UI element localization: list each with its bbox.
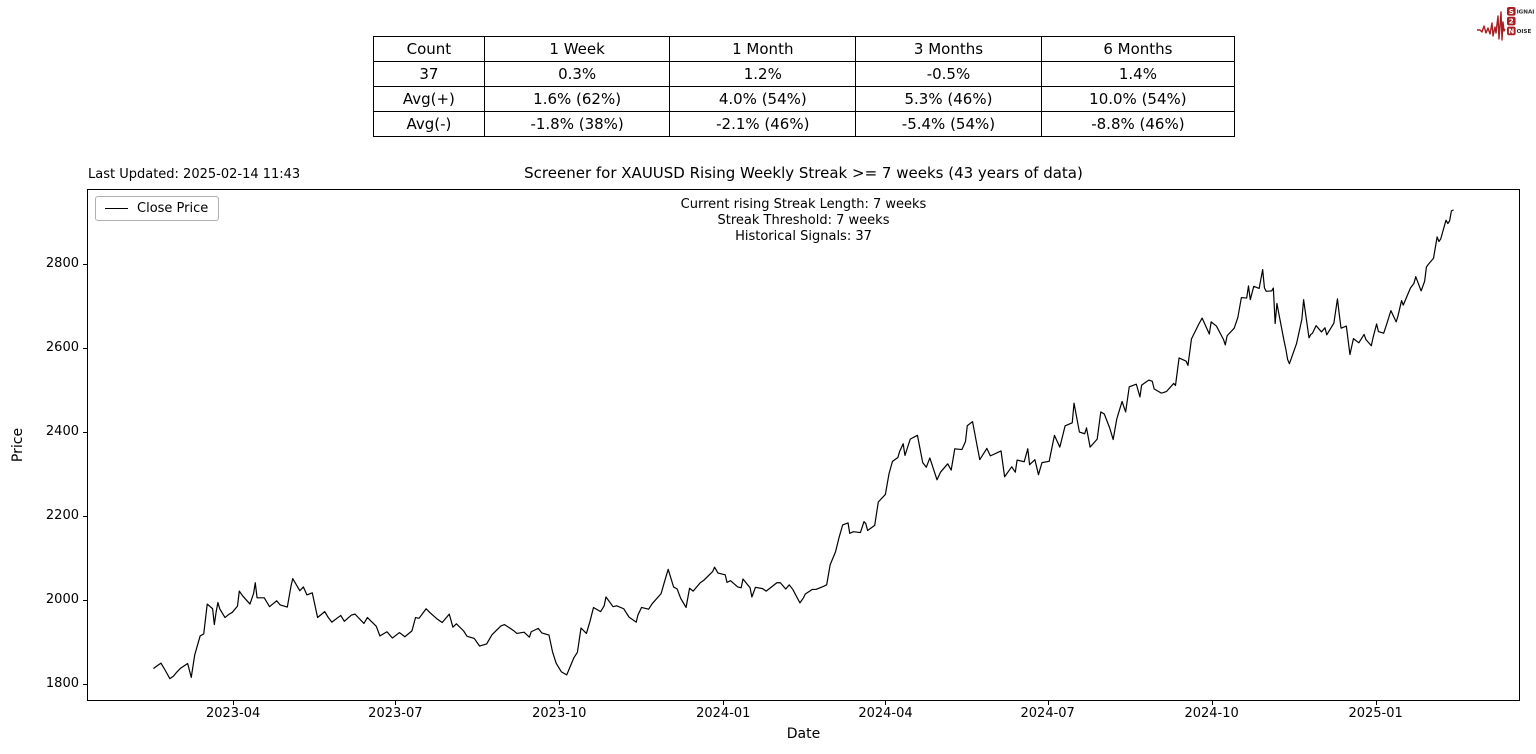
table-cell: 4.0% (54%) (669, 86, 857, 112)
x-tick-mark (723, 701, 725, 705)
last-updated-text: Last Updated: 2025-02-14 11:43 (88, 167, 301, 182)
table-header-cell: Count (373, 36, 485, 62)
legend-line-swatch-icon (105, 208, 128, 209)
y-tick-label: 2200 (45, 508, 79, 524)
price-chart (153, 209, 1454, 680)
x-axis-label: Date (786, 726, 821, 742)
plot-area (87, 189, 1520, 701)
table-cell: 37 (373, 61, 485, 87)
svg-text:N: N (1508, 27, 1514, 36)
y-tick-label: 1800 (45, 676, 79, 692)
table-header-cell: 1 Month (669, 36, 857, 62)
table-row: Avg(+) 1.6% (62%) 4.0% (54%) 5.3% (46%) 10.0… (373, 86, 1236, 112)
table-header-cell: 3 Months (855, 36, 1042, 62)
legend-label: Close Price (137, 201, 209, 216)
x-tick-label: 2023-04 (205, 706, 261, 721)
table-row: Avg(-) -1.8% (38%) -2.1% (46%) -5.4% (54%) -… (373, 111, 1236, 137)
x-tick-label: 2024-04 (858, 706, 913, 721)
table-row: 37 0.3% 1.2% -0.5% 1.4% (373, 61, 1236, 87)
table-cell: Avg(+) (373, 86, 485, 112)
y-tick-mark (83, 516, 87, 518)
table-cell: 1.4% (1040, 61, 1236, 87)
annotation-block: Current rising Streak Length: 7 weeks Str… (87, 197, 1520, 245)
table-cell: -1.8% (38%) (483, 111, 671, 137)
x-tick-mark (1047, 701, 1049, 705)
table-cell: -8.8% (46%) (1040, 111, 1236, 137)
x-tick-label: 2024-07 (1020, 706, 1075, 721)
chart-title: Screener for XAUUSD Rising Weekly Streak… (524, 164, 1083, 182)
y-tick-mark (83, 684, 87, 686)
stats-table-header-row: Count 1 Week 1 Month 3 Months 6 Months (373, 36, 1236, 62)
y-tick-mark (83, 431, 87, 433)
stats-table: Count 1 Week 1 Month 3 Months 6 Months 37 0.3… (373, 36, 1236, 137)
y-tick-label: 2600 (45, 339, 79, 355)
x-tick-mark (885, 701, 887, 705)
x-tick-label: 2023-07 (368, 706, 423, 721)
y-tick-mark (83, 600, 87, 602)
svg-text:OISE: OISE (1517, 29, 1532, 35)
x-tick-label: 2024-10 (1184, 706, 1239, 721)
x-tick-label: 2024-01 (696, 706, 751, 721)
x-tick-mark (233, 701, 235, 705)
y-tick-mark (83, 347, 87, 349)
x-tick-mark (559, 701, 561, 705)
y-tick-label: 2400 (45, 423, 79, 439)
signal2noise-logo: S 2 N IGNAL OISE (1477, 7, 1534, 41)
table-cell: 1.6% (62%) (483, 86, 671, 112)
x-tick-label: 2025-01 (1348, 706, 1403, 721)
x-tick-mark (1375, 701, 1377, 705)
table-header-cell: 1 Week (483, 36, 671, 62)
svg-text:S: S (1509, 7, 1514, 16)
table-cell: 0.3% (483, 61, 671, 87)
y-tick-mark (83, 263, 87, 265)
table-cell: -5.4% (54%) (855, 111, 1042, 137)
table-cell: Avg(-) (373, 111, 485, 137)
table-cell: 10.0% (54%) (1040, 86, 1236, 112)
table-cell: 5.3% (46%) (855, 86, 1042, 112)
annotation-line: Current rising Streak Length: 7 weeks (680, 197, 927, 212)
x-tick-label: 2023-10 (532, 706, 587, 721)
annotation-line: Streak Threshold: 7 weeks (717, 213, 890, 228)
legend: Close Price (95, 196, 220, 221)
stats-table-container: Count 1 Week 1 Month 3 Months 6 Months 37 0.3… (373, 36, 1236, 137)
y-tick-label: 2800 (45, 255, 79, 271)
y-tick-label: 2000 (45, 592, 79, 608)
svg-text:IGNAL: IGNAL (1517, 10, 1534, 16)
svg-text:2: 2 (1509, 17, 1514, 26)
x-tick-mark (395, 701, 397, 705)
close-price-line (153, 209, 1454, 680)
table-cell: -2.1% (46%) (669, 111, 857, 137)
logo-text: S 2 N IGNAL OISE (1507, 7, 1534, 36)
table-cell: -0.5% (855, 61, 1042, 87)
annotation-line: Historical Signals: 37 (735, 229, 872, 244)
table-cell: 1.2% (669, 61, 857, 87)
x-tick-mark (1211, 701, 1213, 705)
logo-waveform-icon (1477, 11, 1506, 41)
table-header-cell: 6 Months (1040, 36, 1236, 62)
